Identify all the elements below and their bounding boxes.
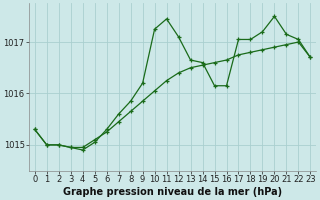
X-axis label: Graphe pression niveau de la mer (hPa): Graphe pression niveau de la mer (hPa) bbox=[63, 187, 282, 197]
